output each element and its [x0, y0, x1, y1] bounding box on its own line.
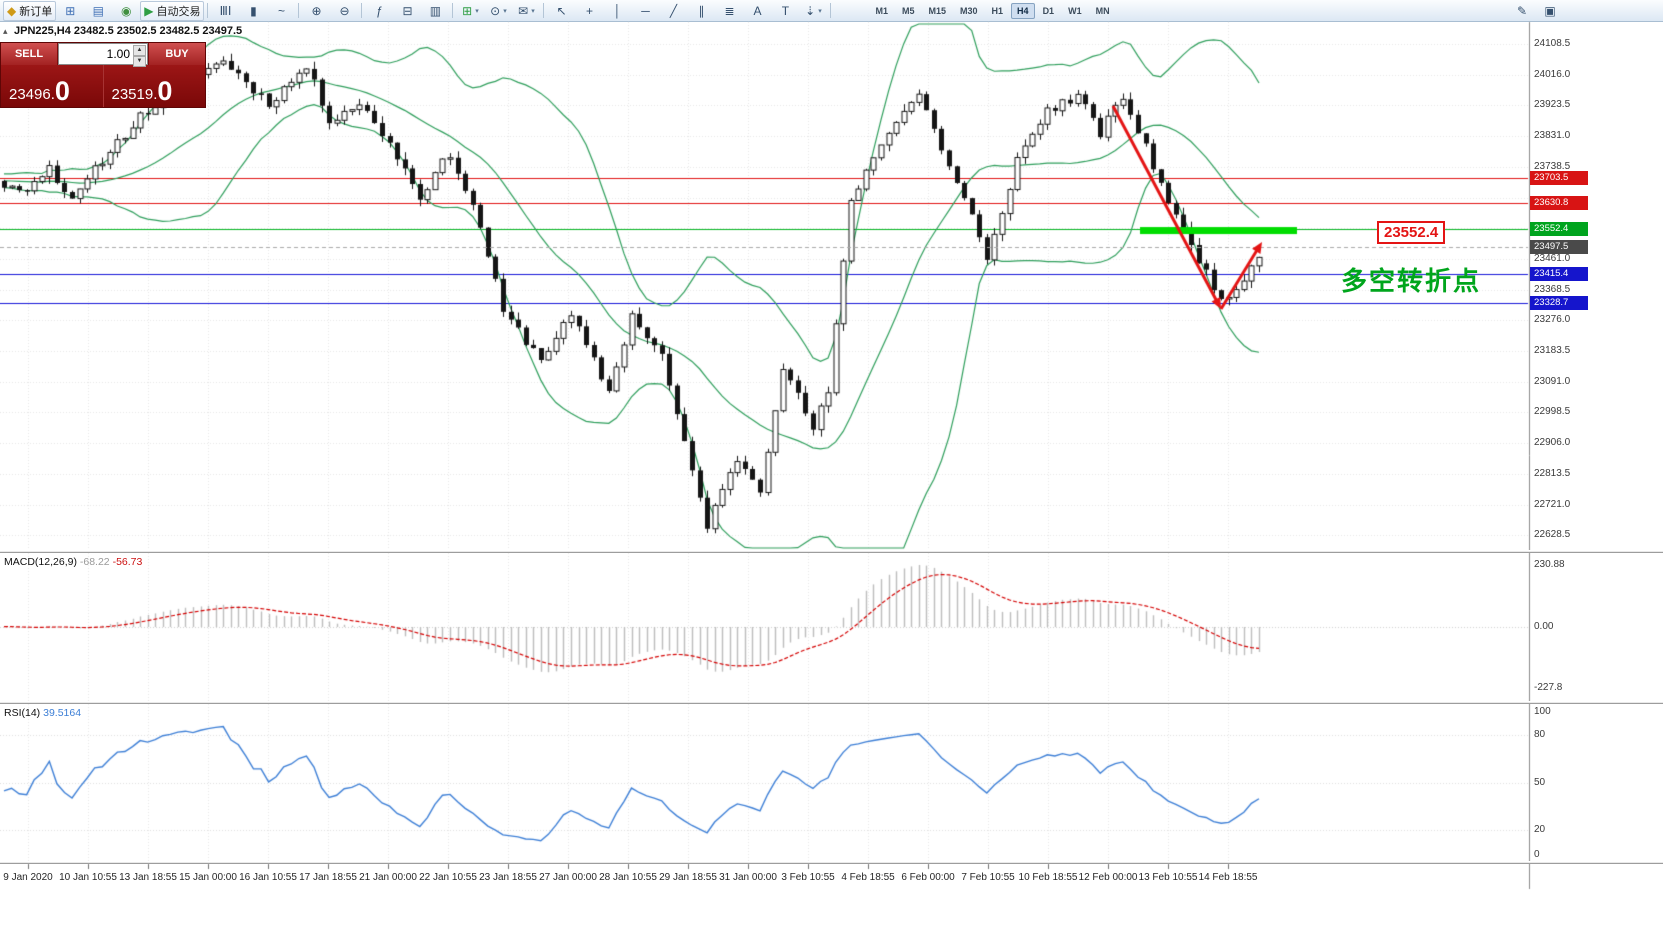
time-axis-label: 28 Jan 10:55 [599, 872, 657, 883]
price-axis-label: 23368.5 [1534, 283, 1571, 295]
time-axis-label: 29 Jan 18:55 [659, 872, 717, 883]
price-axis-label: 23276.0 [1534, 314, 1571, 326]
macd-axis-label: -227.8 [1534, 682, 1563, 694]
macd-name: MACD(12,26,9) [4, 556, 77, 568]
buy-button[interactable]: BUY [148, 43, 205, 65]
rsi-axis-label: 80 [1534, 729, 1546, 741]
price-axis-label: 22628.5 [1534, 529, 1571, 541]
time-axis-label: 23 Jan 18:55 [479, 872, 537, 883]
chart-title: JPN225,H4 23482.5 23502.5 23482.5 23497.… [14, 25, 243, 37]
price-marker-badge: 23552.4 [1530, 221, 1588, 236]
time-axis-label: 6 Feb 00:00 [901, 872, 955, 883]
buy-price[interactable]: 23519. 0 [103, 65, 205, 107]
time-axis-label: 10 Feb 18:55 [1018, 872, 1078, 883]
volume-up-icon[interactable]: ▲ [133, 45, 146, 56]
time-axis-label: 31 Jan 00:00 [719, 872, 777, 883]
price-axis-label: 23091.0 [1534, 375, 1571, 387]
time-axis-label: 17 Jan 18:55 [299, 872, 357, 883]
sell-price-small: 23496. [9, 86, 55, 104]
time-axis-label: 13 Feb 10:55 [1138, 872, 1198, 883]
volume-down-icon[interactable]: ▼ [133, 56, 146, 67]
time-axis-splitter[interactable] [0, 861, 1663, 864]
price-axis-label: 22998.5 [1534, 406, 1571, 418]
rsi-panel-splitter[interactable] [0, 701, 1663, 704]
volume-value: 1.00 [106, 47, 130, 61]
time-axis-label: 12 Feb 00:00 [1078, 872, 1138, 883]
macd-axis-label: 0.00 [1534, 621, 1554, 632]
volume-spinner: ▲ ▼ [133, 45, 146, 67]
time-axis-label: 9 Jan 2020 [3, 872, 53, 883]
price-marker-badge: 23630.8 [1530, 195, 1588, 210]
macd-panel-splitter[interactable] [0, 550, 1663, 553]
rsi-value: 39.5164 [43, 707, 82, 719]
buy-price-small: 23519. [111, 86, 158, 104]
one-click-trade-panel: SELL 1.00 ▲ ▼ BUY 23496. 0 23519. 0 [0, 42, 206, 108]
time-axis-label: 10 Jan 10:55 [59, 872, 117, 883]
price-axis-label: 23461.0 [1534, 252, 1571, 264]
rsi-axis-label: 100 [1534, 706, 1551, 717]
macd-indicator-label: MACD(12,26,9) -68.22 -56.73 [4, 556, 142, 568]
time-axis-label: 4 Feb 18:55 [841, 872, 895, 883]
time-axis-label: 7 Feb 10:55 [961, 872, 1015, 883]
time-axis-label: 13 Jan 18:55 [119, 872, 177, 883]
rsi-name: RSI(14) [4, 707, 41, 719]
price-marker-badge: 23415.4 [1530, 267, 1588, 282]
turning-point-annotation[interactable]: 多空转折点 [1341, 266, 1482, 296]
macd-signal-value: -56.73 [112, 556, 143, 568]
rsi-axis-label: 50 [1534, 776, 1546, 788]
price-callout-label[interactable]: 23552.4 [1377, 221, 1446, 244]
price-axis-label: 22906.0 [1534, 437, 1571, 449]
price-axis-label: 23738.5 [1534, 160, 1571, 172]
time-axis-label: 21 Jan 00:00 [359, 872, 417, 883]
price-axis-label: 23923.5 [1534, 99, 1571, 111]
time-axis-label: 27 Jan 00:00 [539, 872, 597, 883]
collapse-arrow-icon[interactable]: ▴ [3, 26, 8, 36]
time-axis-label: 16 Jan 10:55 [239, 872, 297, 883]
price-marker-badge: 23703.5 [1530, 171, 1588, 186]
price-marker-badge: 23328.7 [1530, 295, 1588, 310]
rsi-indicator-label: RSI(14) 39.5164 [4, 707, 81, 719]
price-axis-label: 24016.0 [1534, 68, 1571, 80]
price-marker-badge: 23497.5 [1530, 239, 1588, 254]
price-axis-label: 23831.0 [1534, 130, 1571, 142]
price-axis-label: 22813.5 [1534, 467, 1571, 479]
time-axis-label: 3 Feb 10:55 [781, 872, 835, 883]
rsi-axis-label: 20 [1534, 823, 1546, 835]
price-axis-label: 22721.0 [1534, 498, 1571, 510]
sell-price[interactable]: 23496. 0 [1, 65, 104, 107]
rsi-axis-label: 0 [1534, 849, 1540, 860]
macd-value: -68.22 [79, 556, 110, 568]
time-axis-label: 14 Feb 18:55 [1198, 872, 1258, 883]
buy-price-big: 0 [157, 76, 173, 107]
price-axis-label: 23183.5 [1534, 345, 1571, 356]
macd-axis-label: 230.88 [1534, 559, 1565, 570]
time-axis-label: 22 Jan 10:55 [419, 872, 477, 883]
sell-button[interactable]: SELL [1, 43, 58, 65]
volume-input[interactable]: 1.00 ▲ ▼ [58, 43, 148, 67]
price-axis-label: 24108.5 [1534, 38, 1571, 49]
sell-price-big: 0 [54, 76, 70, 107]
time-axis-label: 15 Jan 00:00 [179, 872, 237, 883]
